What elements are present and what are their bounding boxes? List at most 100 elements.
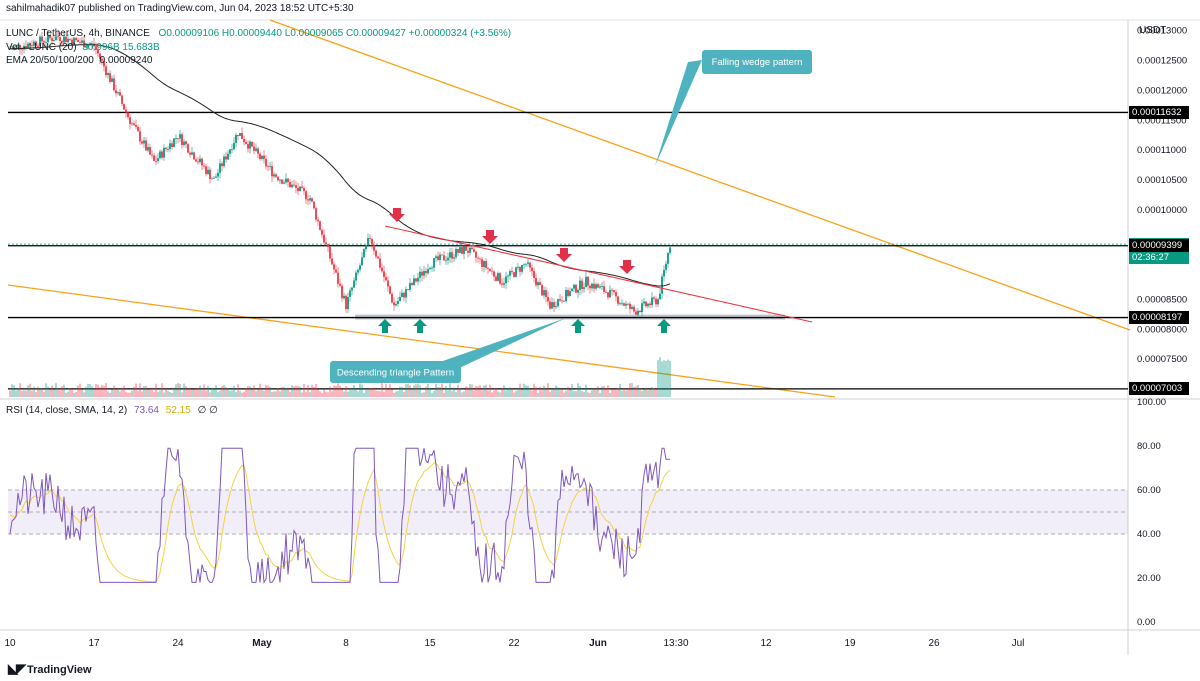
volume-bar xyxy=(589,392,591,397)
candle-body xyxy=(241,133,243,139)
volume-bar xyxy=(587,392,589,397)
rsi-line xyxy=(9,447,670,585)
candle-body xyxy=(495,276,497,281)
volume-bar xyxy=(67,391,69,397)
candle-body xyxy=(541,285,543,296)
volume-bar xyxy=(581,391,583,397)
candle-body xyxy=(37,45,39,47)
volume-bar xyxy=(573,391,575,397)
price-tick-label: 0.00011500 xyxy=(1137,115,1187,126)
volume-bar xyxy=(217,392,219,397)
volume-bar xyxy=(383,391,385,397)
volume-bar xyxy=(315,383,317,397)
candle-body xyxy=(651,297,653,306)
candle-body xyxy=(461,247,463,254)
volume-bar xyxy=(401,386,403,397)
candle-body xyxy=(225,156,227,160)
tradingview-logo[interactable]: ◣◤ TradingView xyxy=(8,661,92,677)
volume-bar xyxy=(211,388,213,397)
candle-body xyxy=(25,45,27,48)
volume-bar xyxy=(127,392,129,397)
volume-bar xyxy=(491,392,493,397)
time-tick-label: 26 xyxy=(928,638,940,649)
candle-body xyxy=(215,176,217,178)
rsi-tick-label: 0.00 xyxy=(1137,617,1156,628)
candle-body xyxy=(657,299,659,305)
candle-body xyxy=(485,261,487,268)
volume-bar xyxy=(19,383,21,397)
candle-body xyxy=(585,276,587,288)
candle-body xyxy=(521,264,523,272)
candle-body xyxy=(401,292,403,298)
candle-body xyxy=(249,141,251,149)
volume-bar xyxy=(363,392,365,397)
volume-bar xyxy=(243,391,245,397)
candle-body xyxy=(199,158,201,163)
candle-body xyxy=(119,92,121,96)
volume-bar xyxy=(197,387,199,397)
candle-body xyxy=(305,191,307,200)
volume-bar xyxy=(601,386,603,397)
volume-bar xyxy=(621,390,623,397)
volume-bar xyxy=(45,383,47,397)
candle-body xyxy=(209,169,211,180)
candle-body xyxy=(217,172,219,177)
candle-body xyxy=(639,310,641,313)
volume-bar xyxy=(653,388,655,397)
volume-bar xyxy=(27,385,29,397)
candle-body xyxy=(137,126,139,132)
volume-bar xyxy=(465,386,467,397)
volume-bar xyxy=(9,390,11,397)
volume-bar xyxy=(141,391,143,397)
candle-body xyxy=(285,178,287,183)
volume-bar xyxy=(487,390,489,397)
candle-body xyxy=(597,284,599,288)
volume-bar xyxy=(325,391,327,397)
time-tick-label: Jul xyxy=(1012,638,1025,649)
volume-bar xyxy=(79,383,81,397)
candle-body xyxy=(359,265,361,270)
volume-bar xyxy=(205,390,207,397)
volume-bar xyxy=(343,391,345,397)
volume-bar xyxy=(223,385,225,397)
candle-body xyxy=(395,303,397,306)
volume-bar xyxy=(49,389,51,397)
volume-bar xyxy=(451,390,453,397)
volume-bar xyxy=(171,392,173,397)
price-label-box: 0.00009399 xyxy=(1129,239,1189,253)
candle-body xyxy=(509,271,511,276)
candle-body xyxy=(627,303,629,305)
candle-body xyxy=(581,280,583,289)
candle-body xyxy=(233,142,235,150)
candle-body xyxy=(181,134,183,146)
volume-bar xyxy=(611,389,613,397)
volume-bar xyxy=(411,388,413,397)
candle-body xyxy=(335,269,337,273)
candle-body xyxy=(491,270,493,272)
candle-body xyxy=(505,276,507,284)
rsi-header: RSI (14, close, SMA, 14, 2) 73.64 52.15 … xyxy=(6,405,218,416)
price-tick-label: 0.00012500 xyxy=(1137,56,1187,67)
volume-bar xyxy=(227,388,229,397)
candle-body xyxy=(663,269,665,277)
volume-bar xyxy=(47,386,49,397)
volume-bar xyxy=(585,384,587,397)
candle-body xyxy=(213,177,215,179)
volume-bar xyxy=(331,391,333,397)
volume-bar xyxy=(525,385,527,397)
volume-bar xyxy=(511,387,513,397)
candle-body xyxy=(173,138,175,147)
candle-body xyxy=(325,242,327,245)
volume-bar xyxy=(61,386,63,397)
candle-body xyxy=(151,154,153,156)
volume-bar xyxy=(201,390,203,397)
rsi-tick-label: 20.00 xyxy=(1137,573,1161,584)
candle-body xyxy=(79,41,81,43)
candle-body xyxy=(329,246,331,259)
candle-body xyxy=(405,289,407,298)
candle-body xyxy=(449,252,451,258)
falling-wedge-callout xyxy=(702,50,812,74)
candle-body xyxy=(611,289,613,291)
candle-body xyxy=(283,182,285,184)
